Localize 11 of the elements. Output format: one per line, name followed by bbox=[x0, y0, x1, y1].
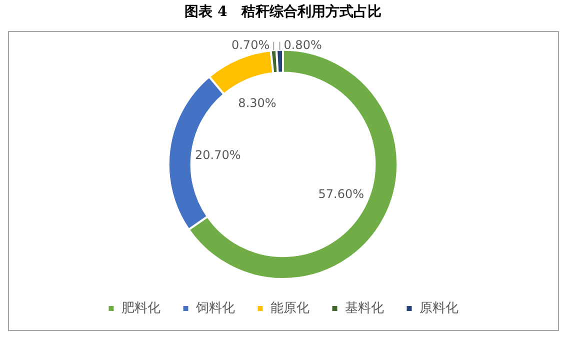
chart-title: 图表 4 秸秆综合利用方式占比 bbox=[184, 3, 382, 20]
data-label: 20.70% bbox=[195, 148, 241, 162]
legend-label: 能原化 bbox=[270, 300, 310, 316]
legend-label: 基料化 bbox=[344, 300, 384, 316]
data-label: 57.60% bbox=[318, 187, 364, 202]
data-label: 0.80% bbox=[284, 38, 322, 52]
data-label: 8.30% bbox=[238, 96, 276, 110]
legend-label: 饲料化 bbox=[194, 300, 235, 316]
legend-label: 肥料化 bbox=[121, 300, 160, 316]
legend-label: 原料化 bbox=[419, 300, 458, 316]
data-label: 0.70% bbox=[231, 38, 270, 52]
